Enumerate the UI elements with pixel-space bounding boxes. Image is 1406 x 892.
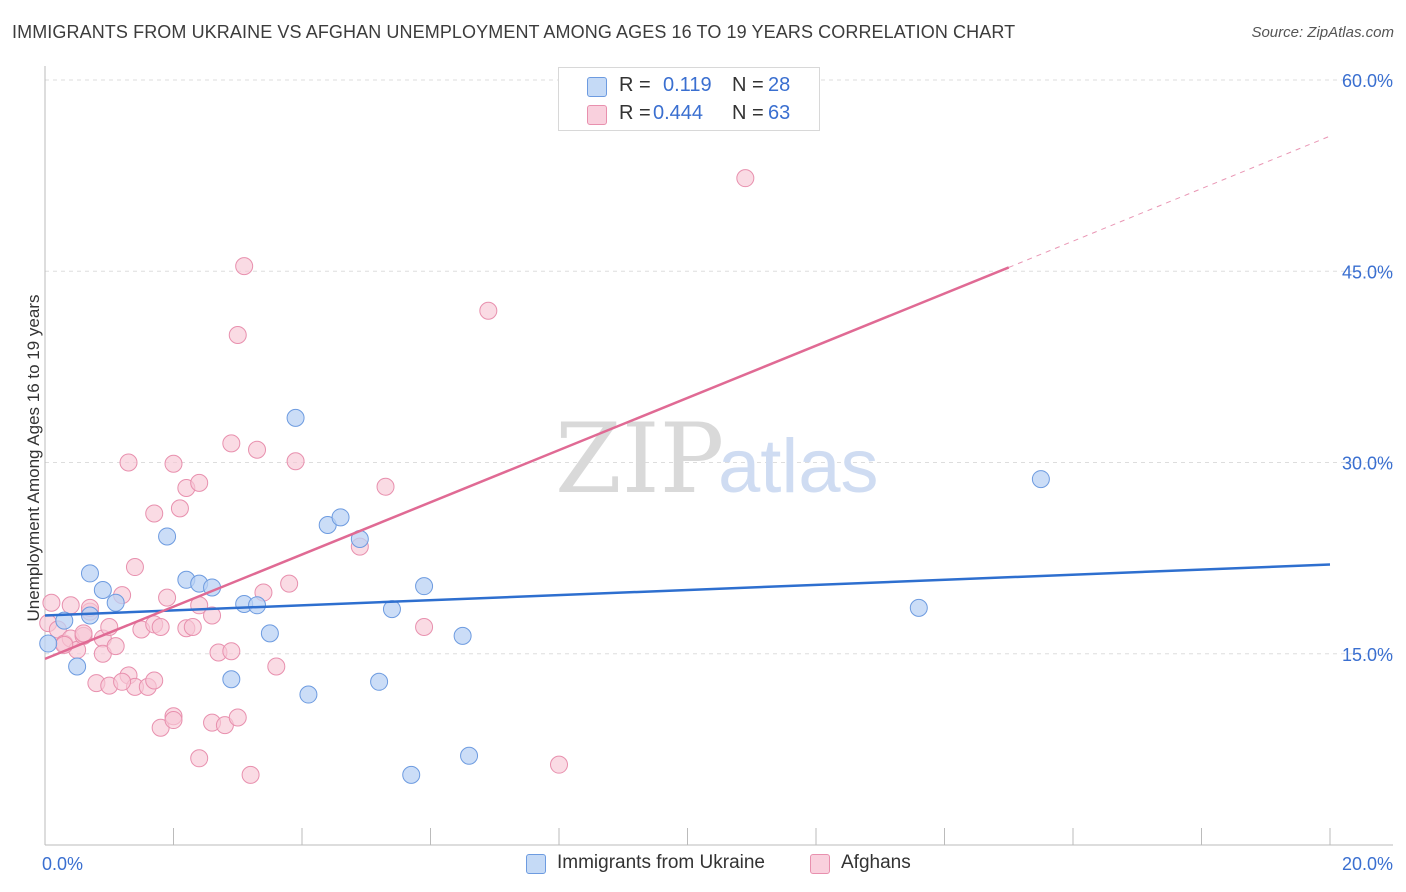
afghan-point bbox=[479, 301, 498, 320]
correlation-legend: R = 0.119 N = 28 R = 0.444 N = 63 bbox=[558, 67, 820, 131]
bottom-legend-swatch-afghan bbox=[810, 854, 830, 874]
ukraine-point bbox=[93, 581, 112, 599]
afghan-point bbox=[222, 642, 241, 661]
ukraine-point bbox=[299, 685, 318, 704]
afghan-point bbox=[228, 326, 247, 344]
afghan-point bbox=[151, 617, 170, 636]
ukraine-trend-line bbox=[44, 563, 1331, 617]
afghan-point bbox=[376, 477, 395, 496]
afghan-point bbox=[106, 637, 125, 656]
afghan-point bbox=[415, 617, 434, 636]
bottom-legend-label-ukraine: Immigrants from Ukraine bbox=[557, 852, 765, 873]
y-tick-label: 60.0% bbox=[1342, 71, 1393, 91]
watermark-atlas: atlas bbox=[718, 424, 879, 509]
ukraine-point bbox=[453, 626, 472, 645]
afghan-point bbox=[286, 452, 305, 471]
legend-n-label: N = bbox=[732, 102, 764, 124]
ukraine-points bbox=[39, 408, 1050, 784]
legend-swatch-afghan bbox=[587, 105, 607, 125]
ukraine-point bbox=[286, 408, 305, 427]
chart-title: IMMIGRANTS FROM UKRAINE VS AFGHAN UNEMPL… bbox=[12, 22, 1016, 42]
ukraine-point bbox=[55, 611, 74, 630]
afghan-point bbox=[61, 596, 80, 615]
afghan-point bbox=[203, 606, 222, 625]
ukraine-point bbox=[68, 657, 87, 676]
ukraine-point bbox=[80, 606, 99, 625]
afghan-point bbox=[241, 765, 260, 784]
afghan-point bbox=[74, 624, 93, 643]
afghan-trend-extension bbox=[1008, 135, 1331, 268]
afghan-point bbox=[736, 169, 755, 188]
axes bbox=[44, 66, 1393, 846]
afghan-point bbox=[550, 755, 568, 774]
legend-row-ukraine: R = 0.119 N = 28 bbox=[559, 72, 819, 100]
afghan-point bbox=[113, 672, 132, 691]
ukraine-point bbox=[80, 564, 99, 583]
afghan-point bbox=[235, 257, 254, 276]
afghan-point bbox=[267, 657, 286, 676]
afghan-point bbox=[183, 617, 202, 636]
ukraine-point bbox=[248, 596, 267, 615]
legend-n-value: 63 bbox=[768, 102, 791, 124]
x-tick-label: 0.0% bbox=[42, 854, 83, 874]
ukraine-point bbox=[106, 593, 125, 612]
legend-r-label: R = bbox=[619, 102, 651, 124]
afghan-point bbox=[164, 711, 183, 730]
ukraine-point bbox=[331, 508, 350, 527]
bottom-legend-label-afghan: Afghans bbox=[841, 852, 911, 873]
afghan-point bbox=[190, 749, 209, 768]
ukraine-point bbox=[1031, 470, 1050, 489]
ukraine-point bbox=[39, 634, 58, 653]
ukraine-point bbox=[370, 672, 389, 691]
afghan-point bbox=[190, 473, 209, 492]
legend-r-value: 0.119 bbox=[663, 74, 712, 96]
afghan-trend-line bbox=[44, 266, 1010, 661]
ukraine-point bbox=[460, 746, 479, 765]
legend-r-value: 0.444 bbox=[653, 102, 704, 124]
ukraine-point bbox=[909, 598, 928, 617]
ukraine-point bbox=[402, 765, 421, 784]
afghan-point bbox=[145, 504, 164, 523]
tick-labels: 15.0% 30.0% 45.0% 60.0% 0.0% 20.0% bbox=[42, 71, 1393, 874]
afghan-point bbox=[170, 499, 189, 518]
watermark-zip: ZIP bbox=[555, 403, 724, 515]
source-credit: Source: ZipAtlas.com bbox=[1251, 24, 1394, 41]
y-tick-label: 15.0% bbox=[1342, 645, 1393, 665]
trend-lines bbox=[44, 135, 1331, 661]
x-tick-label: 20.0% bbox=[1342, 854, 1393, 874]
afghan-point bbox=[222, 434, 241, 453]
afghans-points bbox=[39, 169, 755, 784]
afghan-point bbox=[125, 558, 144, 577]
afghan-point bbox=[248, 440, 267, 459]
afghan-point bbox=[119, 453, 138, 472]
y-tick-label: 30.0% bbox=[1342, 454, 1393, 474]
legend-swatch-ukraine bbox=[587, 77, 607, 97]
afghan-point bbox=[158, 588, 177, 607]
bottom-legend-swatch-ukraine bbox=[526, 854, 546, 874]
legend-n-label: N = bbox=[732, 74, 764, 96]
afghan-point bbox=[164, 454, 183, 473]
legend-n-value: 28 bbox=[768, 74, 791, 96]
afghan-point bbox=[145, 671, 164, 690]
y-tick-label: 45.0% bbox=[1342, 262, 1393, 282]
grid-lines bbox=[45, 79, 1393, 655]
ukraine-point bbox=[222, 670, 241, 689]
ukraine-point bbox=[260, 624, 279, 643]
afghan-point bbox=[228, 708, 247, 727]
ukraine-point bbox=[158, 527, 177, 546]
afghan-point bbox=[42, 593, 61, 612]
legend-r-label: R = bbox=[619, 74, 651, 96]
afghan-point bbox=[280, 574, 299, 593]
ukraine-point bbox=[415, 577, 434, 596]
legend-row-afghan: R = 0.444 N = 63 bbox=[559, 100, 819, 128]
